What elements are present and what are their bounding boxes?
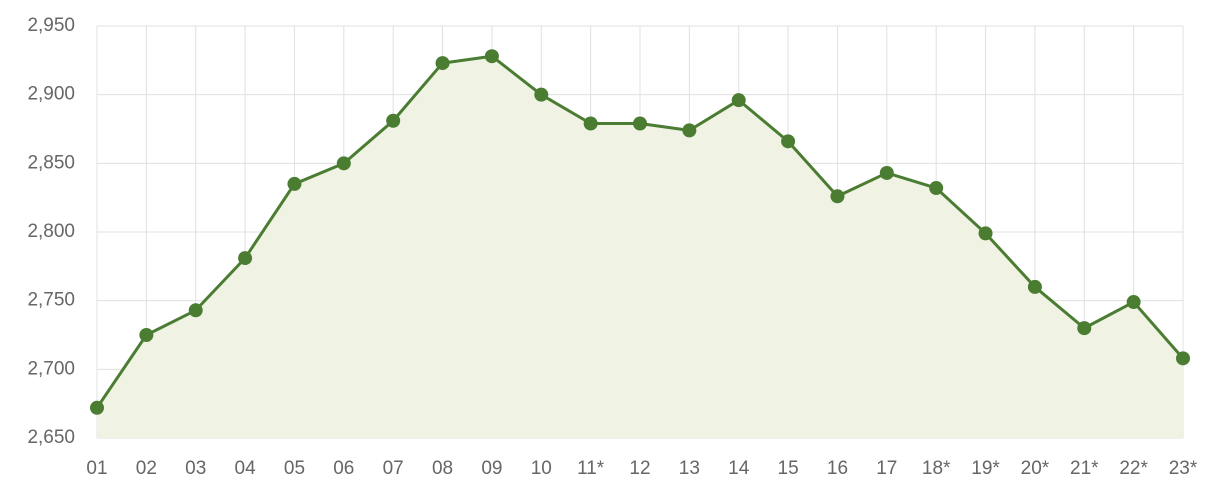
x-tick-label: 06	[333, 458, 354, 479]
point	[682, 123, 697, 138]
y-tick-label: 2,700	[27, 358, 75, 379]
x-tick-label: 13	[679, 458, 700, 479]
point	[583, 116, 598, 131]
point	[90, 400, 104, 415]
x-tick-label: 08	[432, 458, 453, 479]
point	[1126, 295, 1141, 310]
x-tick-label: 14	[728, 458, 750, 479]
x-tick-label: 02	[136, 458, 157, 479]
point	[534, 87, 549, 102]
y-tick-label: 2,850	[27, 152, 75, 173]
x-tick-label: 21*	[1070, 458, 1099, 479]
x-tick-label: 09	[481, 458, 502, 479]
x-tick-label: 07	[383, 458, 404, 479]
point	[139, 328, 154, 342]
y-tick-label: 2,900	[27, 84, 75, 105]
x-tick-label: 03	[185, 458, 206, 479]
point	[484, 49, 499, 64]
point	[781, 134, 796, 149]
x-tick-label: 20*	[1021, 458, 1050, 479]
x-tick-label: 15	[778, 458, 799, 479]
y-tick-label: 2,950	[27, 15, 75, 36]
point	[238, 251, 253, 266]
x-tick-label: 23*	[1169, 458, 1198, 479]
point	[830, 189, 845, 204]
x-tick-label: 16	[827, 458, 848, 479]
x-tick-label: 18*	[922, 458, 951, 479]
x-tick-label: 10	[531, 458, 552, 479]
point	[435, 56, 450, 71]
x-tick-label: 04	[235, 458, 257, 479]
point	[386, 113, 401, 128]
y-tick-label: 2,800	[27, 221, 75, 242]
x-tick-label: 05	[284, 458, 305, 479]
x-tick-label: 17	[876, 458, 897, 479]
x-tick-label: 01	[86, 458, 107, 479]
y-tick-label: 2,650	[27, 427, 75, 448]
y-tick-label: 2,750	[27, 290, 75, 311]
point	[287, 176, 302, 191]
point	[336, 156, 351, 171]
x-tick-label: 12	[629, 458, 650, 479]
point	[188, 303, 203, 318]
point	[1077, 321, 1092, 336]
point	[1176, 351, 1190, 366]
x-tick-label: 19*	[971, 458, 1000, 479]
x-tick-label: 22*	[1119, 458, 1148, 479]
point	[879, 165, 894, 180]
point	[929, 181, 944, 196]
point	[731, 93, 746, 108]
point	[978, 226, 993, 241]
x-tick-label: 11*	[577, 458, 605, 479]
point	[1027, 279, 1042, 294]
area	[97, 56, 1183, 439]
point	[633, 116, 647, 131]
